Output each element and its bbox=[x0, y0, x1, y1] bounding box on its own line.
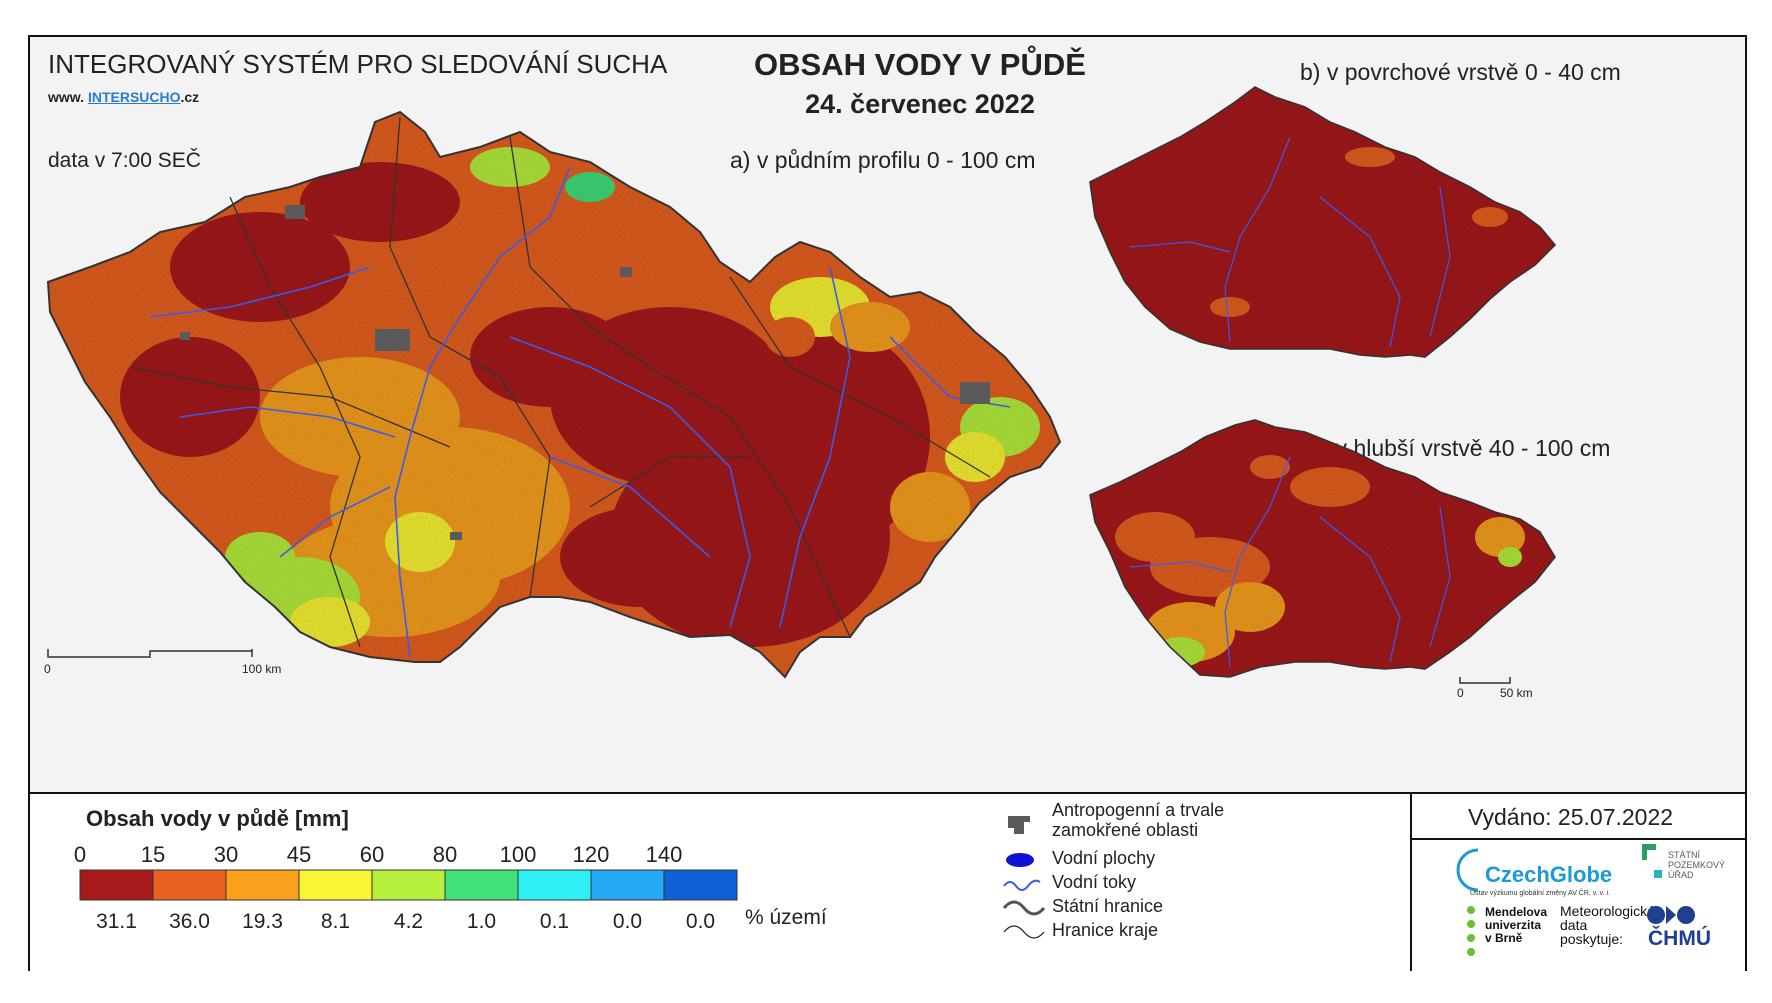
data-time: data v 7:00 SEČ bbox=[48, 149, 201, 172]
legend-break: 80 bbox=[433, 842, 457, 867]
legend-pct: 19.3 bbox=[242, 910, 283, 933]
scale-bar-c: 0 50 km bbox=[1457, 677, 1533, 700]
bottom-panel: Obsah vody v půdě [mm] 31.1 36.0 19.3 8.1 4.… bbox=[30, 792, 1745, 971]
state-border-a bbox=[46, 110, 1062, 679]
map-b bbox=[1090, 87, 1555, 357]
mendel-logo-icon bbox=[1467, 906, 1475, 956]
mendel-logo: Mendelova univerzita v Brně bbox=[1485, 905, 1548, 945]
legend-pct-unit: % území bbox=[745, 906, 827, 929]
state-border-b bbox=[1089, 86, 1557, 358]
legend-break: 30 bbox=[214, 842, 238, 867]
czechglobe-logo: CzechGlobe bbox=[1485, 862, 1613, 887]
scale-a-start: 0 bbox=[44, 662, 51, 676]
scale-a-end: 100 km bbox=[242, 662, 281, 676]
legend-swatch bbox=[79, 869, 154, 901]
website-main: INTERSUCHO bbox=[87, 89, 181, 105]
legend-swatch bbox=[590, 869, 665, 901]
anthropogenic-label: Antropogenní a trvale zamokřené oblasti bbox=[1052, 800, 1225, 840]
legend-break: 15 bbox=[141, 842, 165, 867]
spu-logo-icon bbox=[1642, 844, 1662, 878]
legend-break: 0 bbox=[74, 842, 86, 867]
legend-swatch bbox=[444, 869, 519, 901]
legend-pct: 4.2 bbox=[394, 910, 423, 933]
maps-canvas: 0 100 km 0 50 km bbox=[44, 86, 1557, 700]
water-bodies-label: Vodní plochy bbox=[1052, 848, 1156, 868]
region-border-icon bbox=[1003, 925, 1045, 939]
map-a-label: a) v půdním profilu 0 - 100 cm bbox=[730, 147, 1036, 173]
scale-c-start: 0 bbox=[1457, 686, 1464, 700]
rivers-a bbox=[149, 166, 1011, 658]
legend-scale: 31.1 36.0 19.3 8.1 4.2 1.0 0.1 0.0 0.0 0 15 30 45 60 8… bbox=[74, 842, 738, 933]
legend-title: Obsah vody v půdě [mm] bbox=[86, 806, 349, 831]
map-b-label: b) v povrchové vrstvě 0 - 40 cm bbox=[1300, 59, 1621, 85]
main-date: 24. červenec 2022 bbox=[805, 89, 1035, 119]
legend-pct: 0.0 bbox=[686, 910, 715, 933]
main-title: OBSAH VODY V PŮDĚ bbox=[754, 47, 1086, 82]
system-name: INTEGROVANÝ SYSTÉM PRO SLEDOVÁNÍ SUCHA bbox=[48, 49, 668, 79]
legend-pct: 0.0 bbox=[613, 910, 642, 933]
scale-bar-a: 0 100 km bbox=[44, 649, 281, 676]
rivers-label: Vodní toky bbox=[1052, 872, 1137, 892]
state-border-c bbox=[1089, 419, 1556, 678]
footer-divider bbox=[1410, 794, 1412, 971]
issued-divider bbox=[1412, 838, 1745, 840]
legend-swatch bbox=[225, 869, 300, 901]
legend-swatch bbox=[298, 869, 373, 901]
legend-break: 100 bbox=[500, 842, 537, 867]
legend-pct: 0.1 bbox=[540, 910, 569, 933]
rivers-c bbox=[1129, 456, 1451, 668]
legend-swatch bbox=[152, 869, 227, 901]
legend-pct: 36.0 bbox=[169, 910, 210, 933]
website-suffix: .cz bbox=[180, 89, 200, 105]
anthropogenic-areas-a bbox=[180, 205, 990, 540]
issued-date: Vydáno: 25.07.2022 bbox=[1468, 804, 1674, 830]
legend-swatch bbox=[371, 869, 446, 901]
state-border-label: Státní hranice bbox=[1052, 896, 1164, 916]
legend-pct: 31.1 bbox=[96, 910, 137, 933]
website-link[interactable]: www. INTERSUCHO.cz bbox=[48, 89, 199, 105]
legend-break: 45 bbox=[287, 842, 311, 867]
water-body-icon bbox=[1006, 853, 1034, 867]
symbol-icons bbox=[1002, 816, 1046, 939]
spu-logo: STÁTNÍ POZEMKOVÝ ÚŘAD bbox=[1668, 850, 1726, 880]
scale-c-end: 50 km bbox=[1500, 686, 1533, 700]
meteo-data-label: Meteorologická data poskytuje: bbox=[1560, 903, 1655, 947]
chmu-logo-icon bbox=[1647, 906, 1695, 924]
map-frame: INTEGROVANÝ SYSTÉM PRO SLEDOVÁNÍ SUCHA w… bbox=[28, 35, 1747, 971]
legend-break: 120 bbox=[573, 842, 610, 867]
legend-swatch bbox=[517, 869, 592, 901]
website-prefix: www. bbox=[48, 89, 85, 105]
chmu-logo: ČHMÚ bbox=[1648, 927, 1711, 950]
legend-swatch bbox=[663, 869, 738, 901]
state-border-icon bbox=[1002, 900, 1046, 916]
legend-break: 140 bbox=[646, 842, 683, 867]
czechglobe-logo-icon bbox=[1456, 848, 1479, 892]
river-icon bbox=[1003, 879, 1041, 891]
anthropogenic-icon bbox=[1008, 816, 1030, 834]
czechglobe-subtitle: Ústav výzkumu globální změny AV ČR, v. v… bbox=[1470, 890, 1611, 897]
rivers-b bbox=[1129, 136, 1451, 348]
legend-break: 60 bbox=[360, 842, 384, 867]
legend-pct: 8.1 bbox=[321, 910, 350, 933]
map-c bbox=[1090, 420, 1555, 677]
legend-pct: 1.0 bbox=[467, 910, 496, 933]
region-borders-a bbox=[129, 116, 991, 648]
region-border-label: Hranice kraje bbox=[1052, 920, 1159, 940]
